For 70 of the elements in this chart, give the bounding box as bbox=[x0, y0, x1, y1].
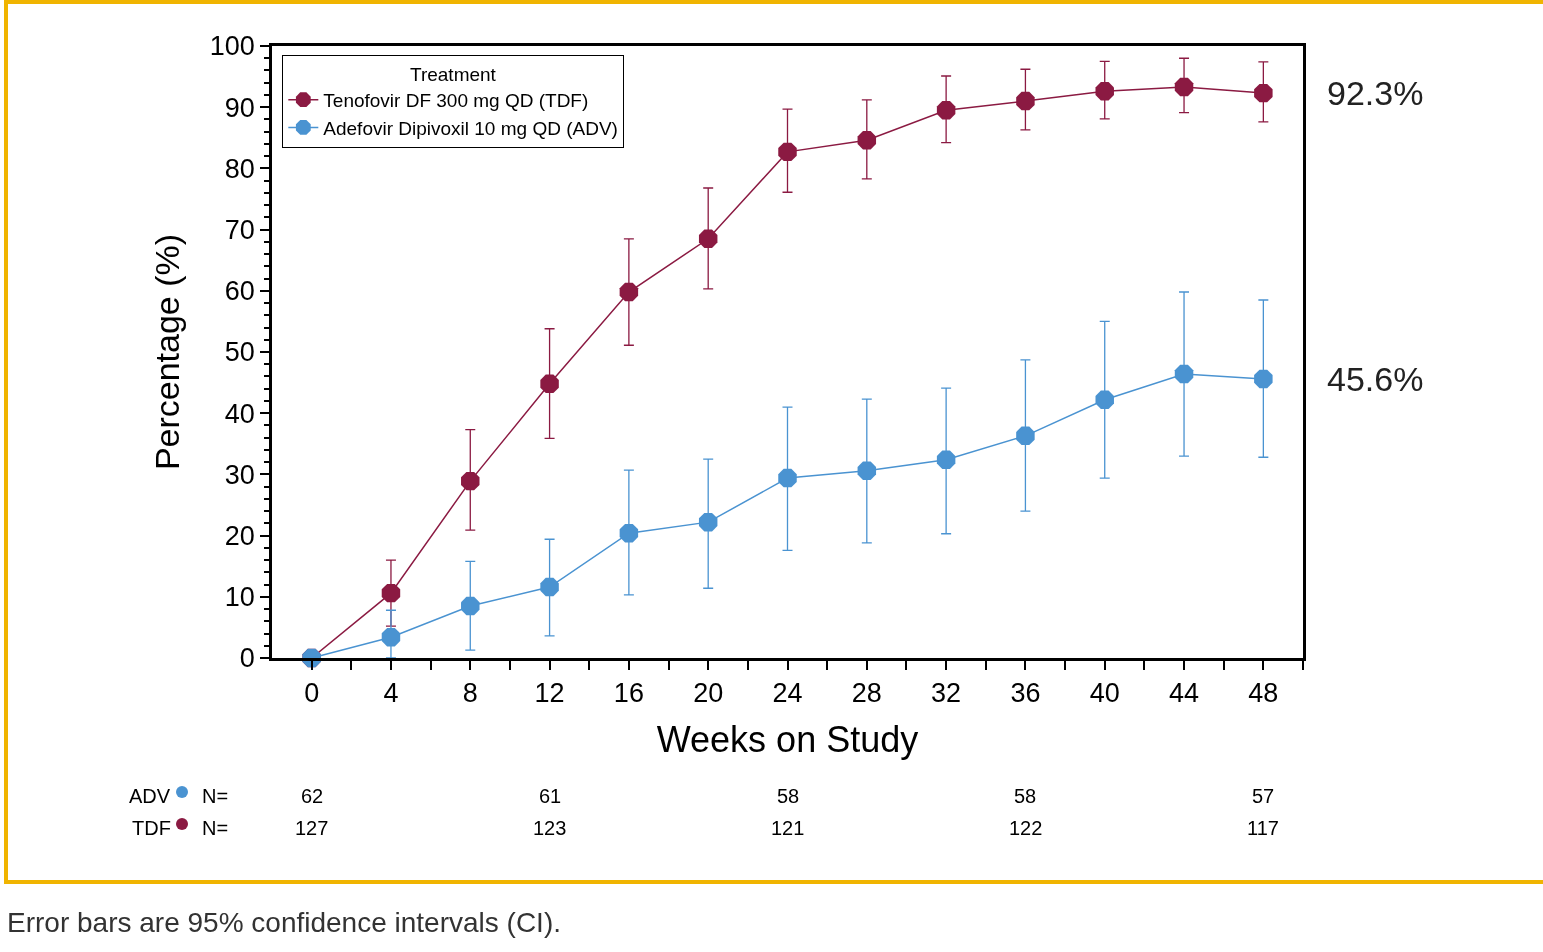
y-tick-label: 40 bbox=[224, 398, 255, 429]
point bbox=[1174, 77, 1194, 97]
point bbox=[778, 142, 797, 162]
y-tick-label: 30 bbox=[224, 459, 255, 490]
text: 57 bbox=[1252, 785, 1275, 807]
text: Error bars are 95% confidence intervals (CI). bbox=[7, 907, 561, 938]
y-tick-label: 10 bbox=[224, 582, 255, 613]
y-tick-label: 0 bbox=[239, 643, 255, 674]
y-tick-label: 70 bbox=[224, 215, 255, 246]
text: 123 bbox=[533, 817, 567, 839]
point bbox=[778, 468, 797, 488]
point bbox=[540, 374, 559, 394]
y-tick-label: 80 bbox=[224, 153, 255, 184]
point bbox=[1095, 82, 1114, 101]
text: 122 bbox=[1009, 817, 1043, 839]
legend-label: Adefovir Dipivoxil 10 mg QD (ADV) bbox=[323, 117, 618, 139]
x-tick-label: 0 bbox=[304, 678, 320, 709]
text: 62 bbox=[301, 785, 324, 807]
y-tick-label: 20 bbox=[224, 521, 255, 552]
point bbox=[461, 471, 480, 491]
text: 117 bbox=[1247, 817, 1279, 839]
x-tick-label: 16 bbox=[613, 678, 644, 709]
text: N= bbox=[202, 785, 229, 807]
point bbox=[1254, 83, 1273, 103]
x-tick-label: 40 bbox=[1089, 678, 1120, 709]
x-tick-label: 32 bbox=[931, 678, 962, 709]
x-tick-label: 48 bbox=[1248, 678, 1279, 709]
text: 121 bbox=[771, 817, 805, 839]
y-tick-label: 60 bbox=[224, 276, 255, 307]
annotation: 45.6% bbox=[1327, 360, 1424, 398]
point bbox=[936, 101, 956, 120]
legend-title: Treatment bbox=[410, 63, 497, 85]
text: ADV bbox=[129, 785, 171, 807]
text: N= bbox=[202, 817, 229, 839]
point bbox=[381, 583, 401, 603]
point bbox=[698, 512, 718, 532]
text: 127 bbox=[295, 817, 329, 839]
x-axis-title: Weeks on Study bbox=[656, 718, 919, 760]
x-tick-label: 4 bbox=[383, 678, 399, 709]
text: 58 bbox=[777, 785, 800, 807]
x-tick-label: 28 bbox=[851, 678, 882, 709]
point bbox=[1095, 390, 1114, 409]
point bbox=[381, 627, 401, 647]
point bbox=[540, 577, 559, 597]
x-tick-label: 8 bbox=[462, 678, 478, 709]
x-tick-label: 44 bbox=[1169, 678, 1200, 709]
point bbox=[1174, 364, 1194, 384]
x-tick-label: 36 bbox=[1010, 678, 1041, 709]
point bbox=[1016, 426, 1035, 446]
x-tick-label: 20 bbox=[693, 678, 724, 709]
annotation: 92.3% bbox=[1327, 74, 1424, 112]
point bbox=[619, 282, 639, 302]
point bbox=[1016, 91, 1035, 111]
text: 58 bbox=[1014, 785, 1037, 807]
y-tick-label: 100 bbox=[209, 31, 255, 62]
point bbox=[461, 596, 480, 616]
point bbox=[857, 131, 877, 150]
x-tick-label: 12 bbox=[534, 678, 565, 709]
point bbox=[1254, 369, 1273, 389]
y-tick-label: 50 bbox=[224, 337, 255, 368]
y-axis-title: Percentage (%) bbox=[148, 233, 187, 471]
point bbox=[619, 523, 639, 543]
y-tick-label: 90 bbox=[224, 92, 255, 123]
text: TDF bbox=[132, 817, 171, 839]
legend-label: Tenofovir DF 300 mg QD (TDF) bbox=[323, 90, 589, 112]
text: 61 bbox=[539, 785, 562, 807]
point bbox=[857, 461, 877, 480]
point bbox=[698, 229, 718, 249]
point bbox=[936, 450, 956, 469]
x-tick-label: 24 bbox=[772, 678, 803, 709]
